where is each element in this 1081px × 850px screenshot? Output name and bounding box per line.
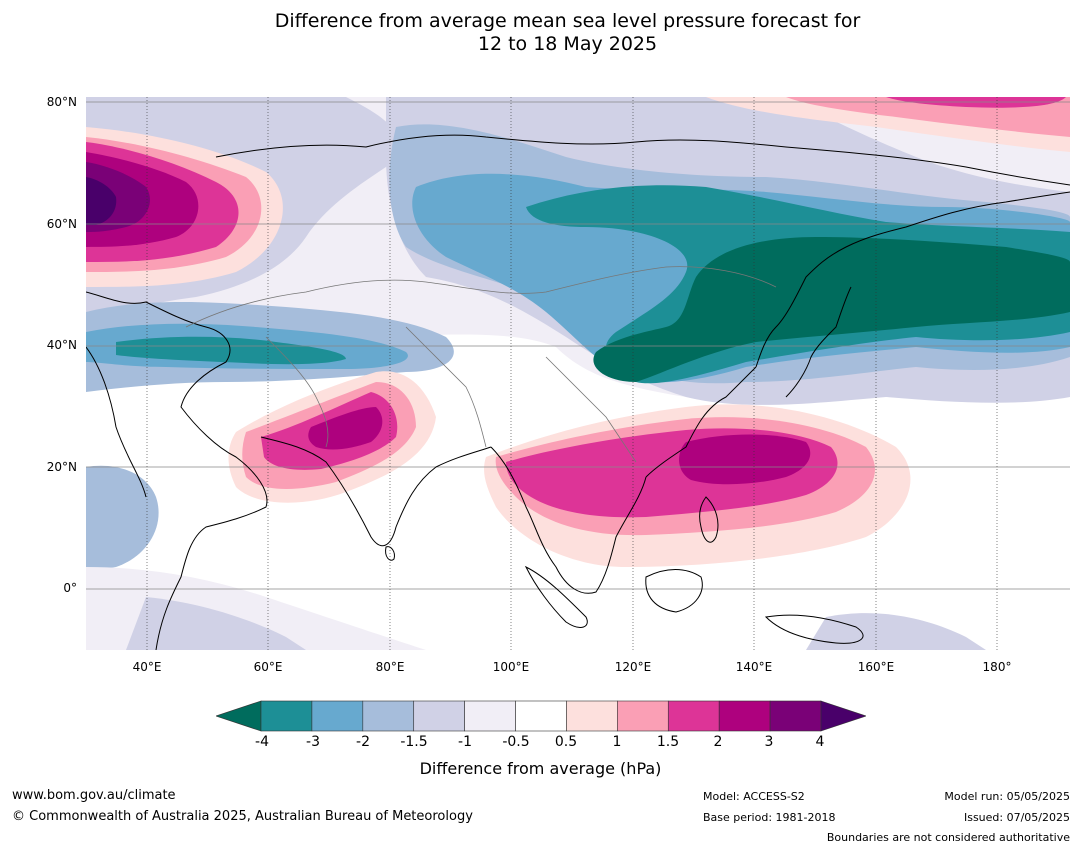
lon-label-40e: 40°E	[132, 660, 162, 674]
colorbar-tick: 4	[815, 734, 825, 750]
model-run-text: Model run: 05/05/2025	[944, 790, 1070, 803]
colorbar-tick: -0.5	[502, 734, 530, 750]
colorbar-extend-max	[820, 700, 866, 732]
lat-label-20n: 20°N	[46, 460, 77, 474]
colorbar-bin	[566, 700, 618, 732]
anomaly-field-nw-p4	[86, 177, 117, 225]
colorbar-tick: -1.5	[400, 734, 428, 750]
website-link[interactable]: www.bom.gov.au/climate	[12, 788, 176, 803]
colorbar-tick: 0.5	[554, 734, 578, 750]
colorbar-bin	[769, 700, 822, 732]
coastlines	[86, 134, 1070, 650]
meridian-lines	[146, 97, 998, 650]
colorbar-bin	[515, 700, 567, 732]
disclaimer-text: Boundaries are not considered authoritat…	[826, 831, 1070, 844]
colorbar-bin	[617, 700, 669, 732]
lon-label-100e: 100°E	[492, 660, 530, 674]
colorbar-extend-min	[216, 700, 262, 732]
country-borders	[185, 266, 777, 463]
colorbar	[216, 700, 866, 732]
lon-label-60e: 60°E	[253, 660, 283, 674]
colorbar-bin	[413, 700, 465, 732]
lon-label-180: 180°	[982, 660, 1012, 674]
lon-label-80e: 80°E	[375, 660, 405, 674]
title-line-1: Difference from average mean sea level p…	[274, 10, 861, 32]
anomaly-field-africa-n1	[86, 465, 159, 572]
pressure-anomaly-map	[86, 97, 1070, 650]
colorbar-tick: 1	[612, 734, 622, 750]
lat-label-60n: 60°N	[46, 217, 77, 231]
anomaly-field-india-p2	[308, 407, 383, 450]
anomaly-field-indian-n1	[126, 597, 306, 650]
colorbar-tick: -3	[306, 734, 320, 750]
anomaly-field-coral-n1	[806, 613, 986, 650]
anomaly-field-caspian-n3	[116, 336, 346, 365]
colorbar-bin	[667, 700, 720, 732]
colorbar-tick: 1.5	[656, 734, 680, 750]
model-text: Model: ACCESS-S2	[703, 790, 805, 803]
map-canvas	[86, 97, 1070, 650]
issued-text: Issued: 07/05/2025	[963, 811, 1070, 824]
colorbar-bin	[362, 700, 415, 732]
lon-label-140e: 140°E	[735, 660, 773, 674]
title-line-2: 12 to 18 May 2025	[477, 33, 658, 55]
lat-label-40n: 40°N	[46, 338, 77, 352]
lon-label-120e: 120°E	[614, 660, 652, 674]
colorbar-tick: -1	[458, 734, 472, 750]
colorbar-bin	[464, 700, 516, 732]
colorbar-tick: -4	[255, 734, 269, 750]
map-title: Difference from average mean sea level p…	[0, 10, 1081, 56]
colorbar-title: Difference from average (hPa)	[419, 759, 662, 778]
colorbar-tick: 3	[764, 734, 774, 750]
colorbar-tick: -2	[356, 734, 370, 750]
anomaly-field-pacific-p2	[679, 434, 811, 485]
copyright-text: © Commonwealth of Australia 2025, Austra…	[12, 809, 473, 824]
lon-label-160e: 160°E	[857, 660, 895, 674]
lat-label-0: 0°	[63, 581, 77, 595]
grid-lines	[86, 101, 1070, 590]
lat-label-80n: 80°N	[46, 95, 77, 109]
colorbar-tick: 2	[713, 734, 723, 750]
colorbar-bin	[311, 700, 364, 732]
base-period-text: Base period: 1981-2018	[703, 811, 836, 824]
colorbar-bin	[260, 700, 313, 732]
colorbar-bin	[718, 700, 771, 732]
